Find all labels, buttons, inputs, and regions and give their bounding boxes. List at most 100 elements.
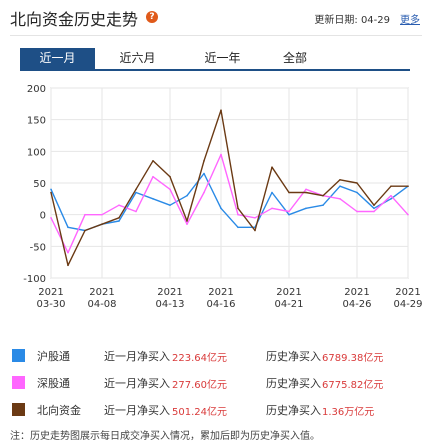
data-point: [305, 191, 307, 194]
series-line-0: [50, 172, 409, 232]
x-tick-year: 2021: [276, 287, 301, 298]
data-point: [118, 220, 120, 222]
legend-month-label: 近一月净买入: [104, 404, 170, 417]
data-point: [271, 191, 273, 194]
data-point: [407, 213, 409, 216]
data-point: [254, 229, 256, 232]
data-point: [288, 191, 290, 194]
page-title: 北向资金历史走势: [10, 10, 139, 29]
legend-name: 北向资金: [37, 404, 81, 417]
range-tabs: 近一月 近六月 近一年 全部: [20, 48, 410, 70]
data-point: [50, 191, 52, 194]
data-point: [373, 204, 375, 206]
legend-row-sz: 深股通 近一月净买入 277.60亿元 历史净买入 6775.82亿元: [0, 373, 430, 393]
data-point: [390, 194, 392, 197]
x-tick-year: 2021: [395, 287, 420, 298]
data-point: [203, 172, 205, 175]
data-point: [118, 204, 120, 206]
data-point: [135, 188, 137, 191]
legend-hist-value: 1.36万亿元: [322, 407, 375, 418]
data-point: [67, 264, 69, 267]
legend-name: 沪股通: [37, 350, 70, 363]
more-link[interactable]: 更多: [400, 15, 420, 26]
legend-row-sh: 沪股通 近一月净买入 223.64亿元 历史净买入 6789.38亿元: [0, 346, 430, 366]
y-tick-label: 100: [27, 147, 46, 158]
legend-month-label: 近一月净买入: [104, 350, 170, 363]
tab-one-month[interactable]: 近一月: [20, 48, 95, 69]
data-point: [288, 210, 290, 213]
legend-swatch-sz: [12, 376, 25, 389]
data-point: [356, 191, 358, 194]
data-point: [390, 198, 392, 200]
data-point: [220, 207, 222, 210]
data-point: [390, 185, 392, 187]
footnote: 注：历史走势图展示每日成交净买入情况，累加后即为历史净买入值。: [10, 431, 320, 442]
data-point: [50, 188, 52, 191]
y-tick-label: -50: [30, 242, 46, 253]
data-point: [305, 207, 307, 210]
data-point: [220, 109, 222, 111]
data-point: [271, 207, 273, 210]
legend-month-value: 277.60亿元: [172, 380, 227, 391]
data-point: [152, 160, 154, 162]
data-point: [118, 217, 120, 219]
y-tick-label: -100: [23, 274, 46, 285]
legend-name: 深股通: [37, 377, 70, 390]
x-tick-date: 04-16: [206, 299, 235, 310]
x-tick-year: 2021: [208, 287, 233, 298]
series-line-2: [50, 109, 408, 267]
x-tick-date: 04-08: [87, 299, 116, 310]
data-point: [135, 210, 137, 213]
x-tick-year: 2021: [157, 287, 182, 298]
data-point: [169, 204, 171, 206]
legend-swatch-sh: [12, 349, 25, 362]
data-point: [101, 213, 103, 216]
legend-hist-label: 历史净买入: [266, 350, 321, 363]
data-point: [271, 166, 273, 168]
data-point: [254, 217, 256, 219]
tab-six-months[interactable]: 近六月: [119, 51, 156, 65]
tab-all[interactable]: 全部: [282, 51, 307, 65]
data-point: [169, 188, 171, 191]
legend-swatch-north: [12, 403, 25, 416]
tabs-underline: [20, 69, 410, 71]
x-tick-date: 03-30: [36, 299, 65, 310]
legend-hist-value: 6775.82亿元: [322, 380, 384, 391]
data-point: [152, 198, 154, 200]
series-line-1: [50, 153, 409, 254]
header-divider: [10, 35, 422, 36]
data-point: [356, 210, 358, 213]
data-point: [237, 213, 239, 216]
legend-hist-label: 历史净买入: [266, 377, 321, 390]
x-tick-date: 04-29: [393, 299, 422, 310]
data-point: [220, 153, 222, 156]
header: 北向资金历史走势 ? 更新日期: 04-29 更多: [0, 0, 430, 34]
data-point: [322, 204, 324, 206]
data-point: [152, 175, 154, 178]
data-point: [288, 213, 290, 216]
x-tick-date: 04-13: [155, 299, 184, 310]
legend-month-value: 501.24亿元: [172, 407, 227, 418]
data-point: [339, 179, 341, 181]
tab-one-year[interactable]: 近一年: [204, 51, 241, 65]
y-tick-label: 150: [27, 116, 46, 127]
y-tick-label: 200: [27, 84, 46, 95]
help-icon[interactable]: ?: [146, 11, 158, 23]
legend-month-value: 223.64亿元: [172, 353, 227, 364]
x-tick-year: 2021: [344, 287, 369, 298]
data-point: [356, 182, 358, 184]
data-point: [186, 223, 188, 225]
data-point: [169, 175, 171, 178]
y-tick-label: 0: [40, 211, 46, 222]
data-point: [339, 198, 341, 200]
data-point: [237, 207, 239, 210]
data-point: [67, 251, 69, 254]
data-point: [373, 210, 375, 213]
northbound-flow-chart: -100-50050100150200202103-30202104-08202…: [23, 84, 422, 310]
updated-date: 更新日期: 04-29: [314, 15, 390, 26]
legend-hist-value: 6789.38亿元: [322, 353, 384, 364]
data-point: [203, 191, 205, 194]
data-point: [305, 188, 307, 191]
data-point: [407, 185, 409, 187]
x-tick-year: 2021: [89, 287, 114, 298]
